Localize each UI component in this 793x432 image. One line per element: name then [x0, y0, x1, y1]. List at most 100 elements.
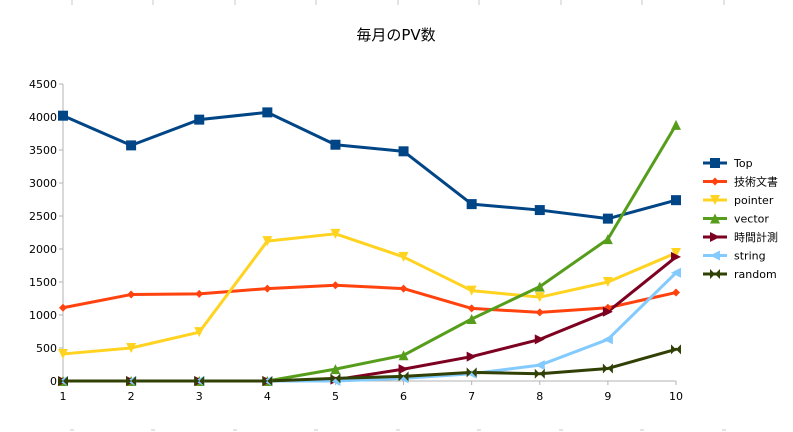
data-point — [194, 327, 205, 338]
x-tick-label: 1 — [60, 390, 67, 403]
series-line — [61, 283, 678, 314]
y-tick-label: 4500 — [29, 78, 57, 91]
data-point — [602, 277, 613, 287]
x-tick-label: 5 — [332, 390, 339, 403]
y-tick-label: 1500 — [29, 276, 57, 289]
x-tick-label: 3 — [196, 390, 203, 403]
data-point — [126, 376, 137, 386]
y-axis-ticks: 0 500 1000 1500 2000 2500 3000 3500 4000 4500 — [29, 78, 63, 388]
data-point — [534, 334, 545, 345]
x-tick-label: 8 — [536, 390, 543, 403]
data-point — [466, 367, 477, 378]
legend-label: 時間計測 — [734, 230, 778, 244]
x-tick-label: 2 — [128, 390, 135, 403]
data-point — [671, 267, 681, 278]
data-point — [534, 360, 545, 371]
x-tick-label: 7 — [468, 390, 475, 403]
legend-label: 技術文書 — [734, 175, 778, 189]
legend: Top 技術文書 pointer vector 時間計測 string random — [703, 157, 778, 281]
data-point — [194, 376, 205, 386]
legend-marker — [710, 195, 720, 205]
legend-label: vector — [734, 213, 769, 226]
data-point — [194, 114, 205, 125]
legend-marker — [710, 269, 720, 279]
y-tick-label: 3000 — [29, 177, 57, 190]
data-point — [466, 351, 477, 362]
legend-marker — [710, 232, 720, 242]
top-dash-decoration — [71, 0, 725, 5]
data-point — [126, 343, 137, 353]
data-point — [671, 119, 681, 130]
data-point — [602, 306, 613, 317]
data-point — [398, 371, 409, 382]
data-point — [262, 107, 273, 118]
series-marker-group — [58, 344, 681, 386]
data-point — [534, 205, 545, 216]
chart-title: 毎月のPV数 — [356, 26, 435, 44]
data-point — [331, 281, 340, 290]
data-point — [671, 251, 681, 262]
y-tick-label: 2500 — [29, 210, 57, 223]
legend-label: string — [734, 250, 766, 263]
data-point — [263, 284, 272, 293]
legend-marker — [710, 213, 720, 224]
x-tick-label: 4 — [264, 390, 271, 403]
data-point — [330, 228, 341, 239]
x-tick-label: 9 — [604, 390, 611, 403]
data-point — [398, 364, 409, 375]
series-marker-group — [59, 281, 680, 317]
data-point — [466, 285, 477, 296]
data-point — [398, 146, 409, 157]
data-point — [602, 334, 613, 345]
y-tick-label: 1000 — [29, 309, 57, 322]
data-point — [399, 284, 408, 293]
data-point — [398, 251, 409, 262]
data-point — [466, 199, 477, 210]
legend-label: pointer — [734, 194, 774, 207]
data-point — [398, 350, 409, 361]
x-tick-label: 6 — [400, 390, 407, 403]
data-point — [602, 234, 613, 245]
data-point — [467, 304, 476, 313]
data-point — [330, 364, 341, 375]
series-line — [61, 347, 678, 383]
data-point — [672, 288, 680, 297]
data-point — [58, 376, 68, 386]
legend-marker — [710, 158, 720, 168]
y-tick-label: 500 — [36, 342, 57, 355]
data-point — [126, 140, 137, 151]
y-tick-label: 2000 — [29, 243, 57, 256]
data-point — [330, 139, 341, 150]
series-line — [61, 271, 678, 383]
legend-marker — [711, 177, 719, 186]
y-tick-label: 4000 — [29, 111, 57, 124]
series-line — [61, 232, 678, 356]
data-point — [58, 110, 68, 121]
series-marker-group — [58, 228, 681, 359]
data-point — [534, 281, 545, 292]
legend-marker — [710, 250, 720, 261]
x-axis-ticks: 1 2 3 4 5 6 7 8 9 10 — [60, 381, 683, 403]
data-point — [602, 363, 613, 374]
data-point — [262, 376, 273, 386]
data-point — [59, 303, 67, 312]
data-point — [58, 348, 68, 359]
legend-label: random — [734, 268, 777, 281]
data-point — [671, 195, 681, 206]
data-point — [535, 308, 544, 317]
data-point — [671, 344, 681, 355]
x-tick-label: 10 — [669, 390, 683, 403]
series-markers — [58, 107, 681, 386]
data-point — [534, 368, 545, 379]
data-point — [262, 236, 273, 247]
series-marker-group — [58, 107, 681, 224]
y-tick-label: 0 — [50, 375, 57, 388]
data-point — [127, 290, 136, 299]
legend-label: Top — [733, 157, 753, 170]
series-line — [61, 110, 678, 221]
y-tick-label: 3500 — [29, 144, 57, 157]
data-point — [466, 313, 477, 324]
axes — [62, 84, 676, 382]
